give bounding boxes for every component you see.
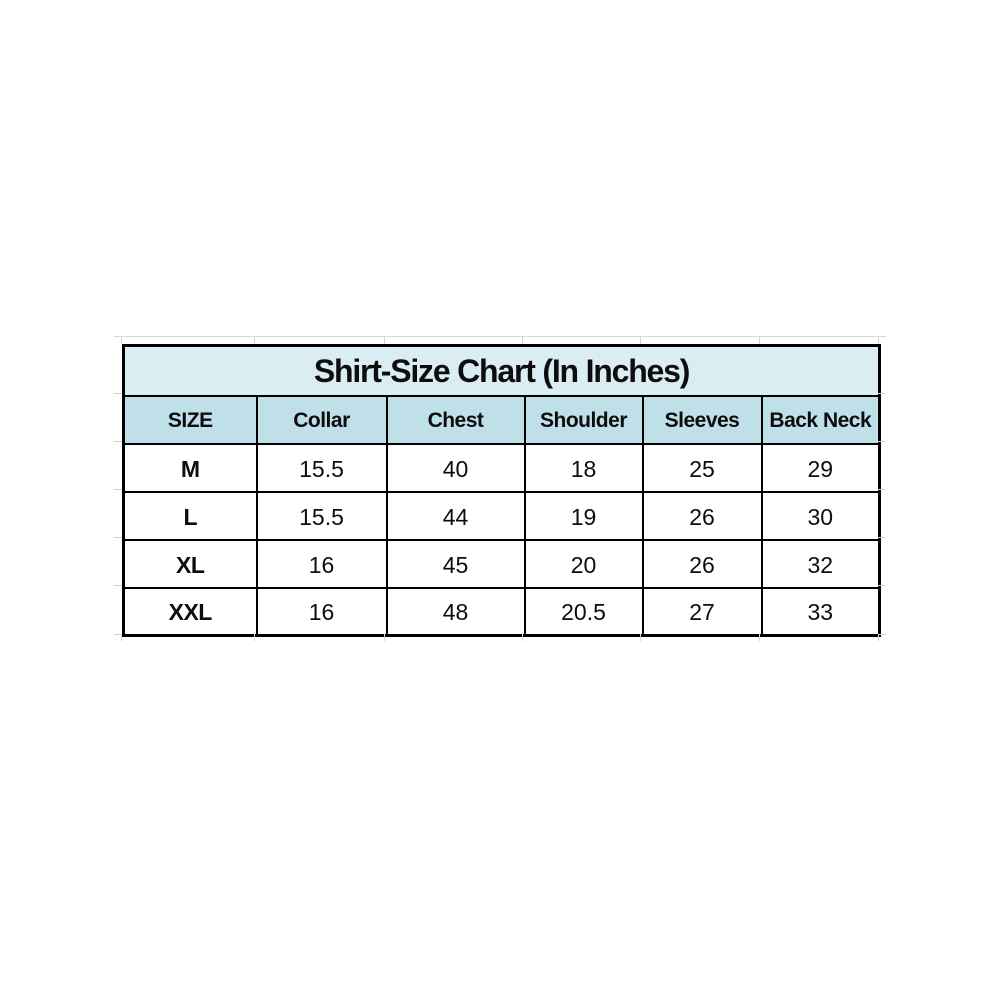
table-row-m: M 15.5 40 18 25 29 [122, 442, 881, 493]
column-header-back-neck: Back Neck [760, 394, 881, 445]
size-chart-table: Shirt-Size Chart (In Inches) SIZE Collar… [122, 344, 882, 637]
cell-back-neck: 32 [760, 538, 881, 589]
gridline-tick [759, 337, 760, 344]
title-row: Shirt-Size Chart (In Inches) [122, 344, 881, 397]
gridline-tick [640, 337, 641, 344]
gridline-tick [640, 634, 641, 641]
cell-shoulder: 19 [523, 490, 644, 541]
table-title: Shirt-Size Chart (In Inches) [122, 344, 881, 397]
gridline-tick [759, 634, 760, 641]
gridline-tick [878, 393, 886, 394]
cell-sleeves: 25 [641, 442, 763, 493]
gridline-tick [384, 337, 385, 344]
gridline-tick [121, 337, 122, 344]
cell-back-neck: 29 [760, 442, 881, 493]
size-label: L [122, 490, 258, 541]
column-header-sleeves: Sleeves [641, 394, 763, 445]
gridline-tick [114, 489, 122, 490]
size-label: M [122, 442, 258, 493]
gridline-tick [384, 634, 385, 641]
table-row-l: L 15.5 44 19 26 30 [122, 490, 881, 541]
size-label: XL [122, 538, 258, 589]
cell-sleeves: 26 [641, 490, 763, 541]
size-label: XXL [122, 586, 258, 637]
cell-back-neck: 30 [760, 490, 881, 541]
cell-sleeves: 27 [641, 586, 763, 637]
column-header-chest: Chest [385, 394, 526, 445]
gridline-tick [522, 337, 523, 344]
gridline-tick [878, 537, 886, 538]
column-header-collar: Collar [255, 394, 388, 445]
size-chart-sheet: Shirt-Size Chart (In Inches) SIZE Collar… [114, 336, 886, 641]
table-row-xxl: XXL 16 48 20.5 27 33 [122, 586, 881, 637]
gridline-tick [878, 634, 879, 641]
gridline-tick [114, 585, 122, 586]
cell-collar: 15.5 [255, 490, 388, 541]
header-row: SIZE Collar Chest Shoulder Sleeves Back … [122, 394, 881, 445]
cell-chest: 44 [385, 490, 526, 541]
cell-collar: 16 [255, 538, 388, 589]
cell-shoulder: 20.5 [523, 586, 644, 637]
gridline-tick [878, 489, 886, 490]
cell-back-neck: 33 [760, 586, 881, 637]
gridline-tick [114, 634, 122, 635]
cell-sleeves: 26 [641, 538, 763, 589]
gridline-tick [878, 337, 879, 344]
cell-chest: 48 [385, 586, 526, 637]
gridline-tick [878, 585, 886, 586]
column-header-shoulder: Shoulder [523, 394, 644, 445]
table-row-xl: XL 16 45 20 26 32 [122, 538, 881, 589]
gridline-top [114, 336, 886, 337]
cell-shoulder: 20 [523, 538, 644, 589]
cell-collar: 16 [255, 586, 388, 637]
gridline-tick [878, 441, 886, 442]
gridline-tick [878, 634, 886, 635]
gridline-tick [114, 393, 122, 394]
cell-collar: 15.5 [255, 442, 388, 493]
gridline-tick [121, 634, 122, 641]
cell-chest: 40 [385, 442, 526, 493]
gridline-tick [114, 537, 122, 538]
gridline-tick [522, 634, 523, 641]
gridline-tick [254, 634, 255, 641]
cell-shoulder: 18 [523, 442, 644, 493]
column-header-size: SIZE [122, 394, 258, 445]
cell-chest: 45 [385, 538, 526, 589]
gridline-tick [114, 441, 122, 442]
gridline-tick [254, 337, 255, 344]
